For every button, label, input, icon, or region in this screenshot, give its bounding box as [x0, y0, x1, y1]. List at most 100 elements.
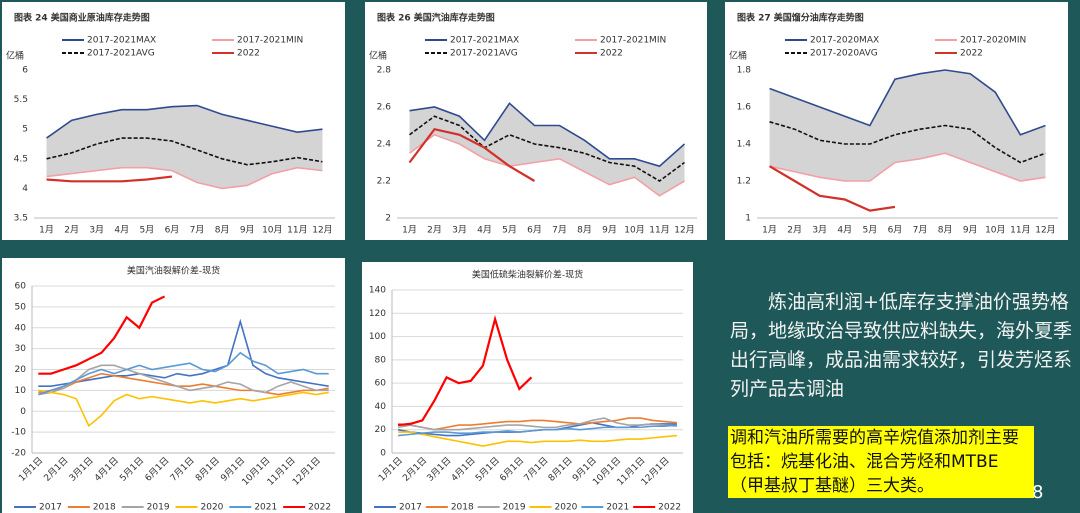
y-tick-label: 120 [369, 309, 386, 319]
page-number: 8 [1032, 482, 1044, 503]
legend-label: 2017-2020MAX [810, 36, 879, 46]
y-tick-label: 140 [369, 286, 386, 296]
series-line [38, 364, 329, 396]
y-tick-label: 60 [15, 282, 27, 292]
x-tick-label: 8月 [938, 225, 953, 236]
x-tick-label: 4月 [114, 225, 129, 236]
series-line [397, 417, 678, 431]
series-line [769, 152, 1046, 182]
x-tick-label: 6月 [888, 225, 903, 236]
legend-label: 2017-2021MIN [237, 36, 303, 46]
legend-label: 2022 [600, 49, 623, 59]
series-line [46, 104, 323, 139]
y-tick-label: 40 [15, 323, 27, 333]
legend-label: 2021 [606, 503, 629, 513]
series-line [46, 166, 323, 190]
y-tick-label: 4 [22, 184, 28, 194]
series-line [397, 417, 678, 431]
x-tick-label: 11月 [287, 225, 307, 236]
legend-label: 2017-2021AVG [450, 49, 518, 59]
x-tick-label: 12月 [674, 225, 694, 236]
y-tick-label: 1 [745, 214, 751, 224]
x-tick-label: 1月 [39, 225, 54, 236]
x-tick-label: 2月 [64, 225, 79, 236]
legend-label: 2017 [399, 503, 422, 513]
series-line [397, 315, 533, 427]
chart-title: 图表 26 美国汽油库存走势图 [377, 12, 495, 24]
y-tick-label: 10 [15, 386, 27, 396]
y-tick-label: 2.6 [377, 103, 392, 113]
y-tick-label: 1.2 [737, 177, 751, 187]
range-band [769, 70, 1046, 181]
y-tick-label: 60 [375, 379, 387, 389]
y-tick-label: 2.8 [377, 66, 392, 76]
legend-label: 2019 [503, 503, 526, 513]
y-tick-label: 0 [20, 407, 26, 417]
x-tick-label: 2月 [427, 225, 442, 236]
x-tick-label: 10月 [624, 225, 644, 236]
x-tick-label: 11月 [649, 225, 669, 236]
y-tick-label: 2.2 [377, 177, 391, 187]
y-axis-label: 亿桶 [729, 50, 747, 62]
y-tick-label: 100 [369, 332, 386, 342]
y-tick-label: 0 [380, 449, 386, 459]
chart-title: 图表 27 美国馏分油库存走势图 [737, 12, 864, 24]
legend-label: 2017-2021AVG [87, 49, 155, 59]
x-tick-label: 1月 [402, 225, 417, 236]
y-tick-label: -20 [11, 449, 26, 459]
x-tick-label: 10月 [262, 225, 282, 236]
highlight-note: 调和汽油所需要的高辛烷值添加剂主要包括：烷基化油、混合芳烃和MTBE（甲基叔丁基… [728, 426, 1034, 498]
x-tick-label: 4月 [837, 225, 852, 236]
y-tick-label: 1.8 [737, 66, 752, 76]
y-tick-label: 30 [15, 344, 27, 354]
x-tick-label: 11月 [1010, 225, 1030, 236]
legend-label: 2022 [658, 503, 681, 513]
range-band [409, 103, 685, 196]
y-tick-label: 80 [375, 355, 387, 365]
legend-label: 2019 [147, 503, 170, 513]
legend-label: 2017-2021MIN [600, 36, 666, 46]
y-tick-label: 2 [385, 214, 391, 224]
series-line [38, 351, 329, 396]
y-tick-label: 50 [15, 302, 27, 312]
x-tick-label: 5月 [502, 225, 517, 236]
x-tick-label: 7月 [913, 225, 928, 236]
legend-label: 2017-2021MAX [87, 36, 156, 46]
series-line [38, 389, 329, 428]
series-line [769, 121, 1046, 164]
legend-label: 2021 [254, 503, 277, 513]
y-tick-label: 20 [15, 365, 27, 375]
x-tick-label: 6月 [165, 225, 180, 236]
y-tick-label: 20 [375, 425, 387, 435]
legend-label: 2018 [93, 503, 116, 513]
chart-title: 美国低硫柴油裂解价差-现货 [472, 269, 583, 281]
legend-label: 2017-2021MAX [450, 36, 519, 46]
series-line [409, 102, 686, 168]
y-tick-label: 1.6 [737, 103, 752, 113]
series-line [398, 431, 678, 447]
x-tick-label: 9月 [240, 225, 255, 236]
legend-label: 2018 [451, 503, 474, 513]
series-line [46, 175, 173, 183]
y-tick-label: 5 [22, 125, 28, 135]
x-tick-label: 3月 [89, 225, 104, 236]
y-tick-label: 40 [375, 402, 387, 412]
x-tick-label: 9月 [602, 225, 617, 236]
y-tick-label: 4.5 [14, 154, 28, 164]
chart-title: 美国汽油裂解价差-现货 [127, 265, 220, 277]
paragraph: 炼油高利润+低库存支撑油价强势格局，地缘政治导致供应料缺失，海外夏季出行高峰，成… [730, 291, 1073, 400]
legend-label: 2020 [555, 503, 578, 513]
x-tick-label: 12月 [1035, 225, 1055, 236]
x-tick-label: 12月 [312, 225, 332, 236]
series-line [38, 295, 166, 375]
series-line [38, 318, 329, 387]
x-tick-label: 10月 [985, 225, 1005, 236]
legend-label: 2017 [39, 503, 62, 513]
x-tick-label: 1月 [762, 225, 777, 236]
y-tick-label: -10 [11, 428, 26, 438]
series-line [408, 127, 536, 182]
series-line [768, 165, 896, 212]
x-tick-label: 9月 [963, 225, 978, 236]
